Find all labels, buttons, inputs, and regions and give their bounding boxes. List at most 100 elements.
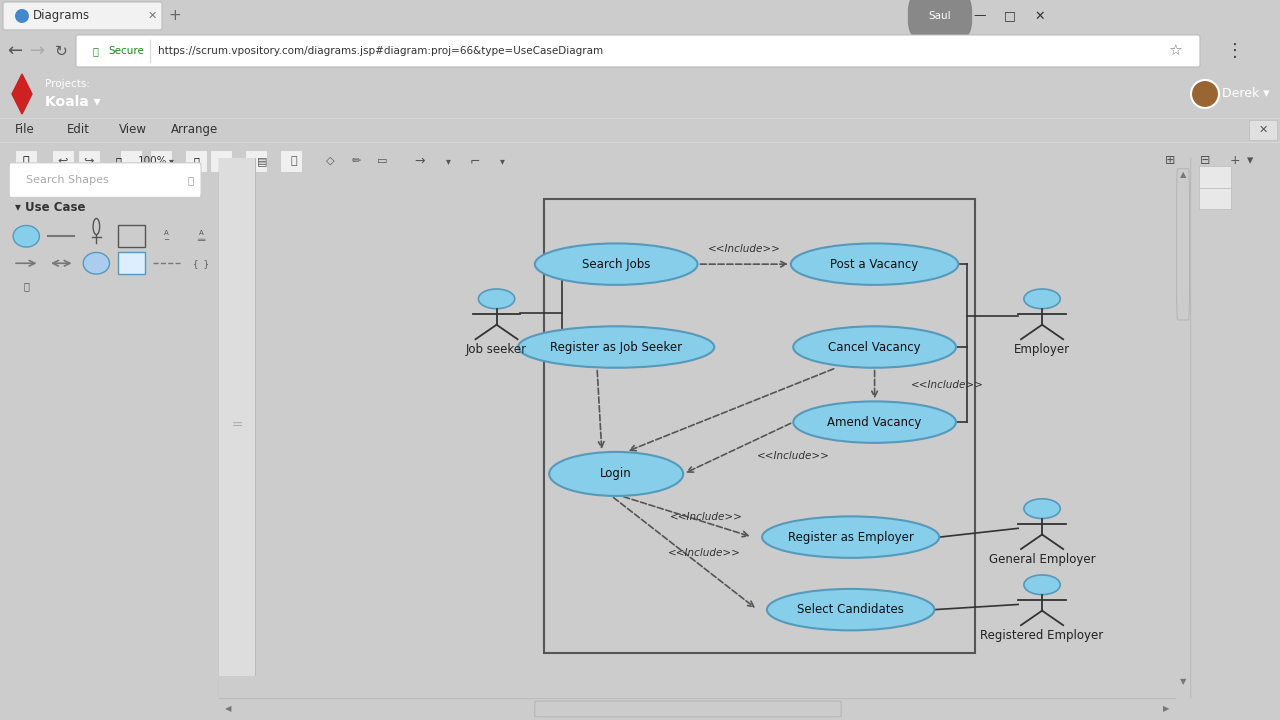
Text: ||: || bbox=[233, 419, 242, 425]
Text: Select Candidates: Select Candidates bbox=[797, 603, 904, 616]
Text: Derek ▾: Derek ▾ bbox=[1222, 88, 1270, 101]
FancyBboxPatch shape bbox=[1199, 188, 1230, 210]
Text: A
─: A ─ bbox=[164, 230, 169, 243]
Text: ⊟: ⊟ bbox=[1199, 155, 1211, 168]
Text: □: □ bbox=[1004, 9, 1016, 22]
Ellipse shape bbox=[518, 326, 714, 368]
Ellipse shape bbox=[794, 326, 956, 368]
Text: ▾ Use Case: ▾ Use Case bbox=[15, 201, 86, 214]
Text: Login: Login bbox=[600, 467, 632, 480]
Ellipse shape bbox=[13, 225, 40, 247]
Bar bbox=[544, 199, 975, 652]
Text: Projects:: Projects: bbox=[45, 79, 90, 89]
FancyBboxPatch shape bbox=[210, 150, 232, 172]
Text: ▾: ▾ bbox=[1247, 155, 1253, 168]
Ellipse shape bbox=[535, 243, 698, 285]
Ellipse shape bbox=[767, 589, 934, 630]
Text: →: → bbox=[31, 42, 46, 60]
Text: <<Include>>: <<Include>> bbox=[911, 379, 984, 390]
Text: Search Shapes: Search Shapes bbox=[27, 175, 109, 185]
Text: +: + bbox=[169, 9, 182, 24]
Text: Secure: Secure bbox=[108, 46, 143, 56]
Circle shape bbox=[1024, 499, 1060, 518]
Text: 🔍: 🔍 bbox=[115, 156, 120, 166]
Text: Saul: Saul bbox=[929, 11, 951, 21]
Text: ←: ← bbox=[8, 42, 23, 60]
Text: <<Include>>: <<Include>> bbox=[708, 243, 781, 253]
Text: Amend Vacancy: Amend Vacancy bbox=[827, 415, 922, 428]
Text: {  }: { } bbox=[193, 258, 210, 268]
Text: ✏: ✏ bbox=[351, 156, 361, 166]
Text: ⌐: ⌐ bbox=[470, 155, 480, 168]
Text: <<Include>>: <<Include>> bbox=[671, 511, 742, 521]
Text: ✕: ✕ bbox=[1258, 125, 1267, 135]
Text: <<Include>>: <<Include>> bbox=[668, 548, 741, 558]
FancyBboxPatch shape bbox=[52, 150, 74, 172]
Text: ↪: ↪ bbox=[83, 155, 95, 168]
Text: Search Jobs: Search Jobs bbox=[582, 258, 650, 271]
Bar bbox=[219, 158, 256, 676]
FancyBboxPatch shape bbox=[3, 2, 163, 30]
Text: 100%: 100% bbox=[138, 156, 168, 166]
Text: Registered Employer: Registered Employer bbox=[980, 629, 1103, 642]
Text: ▾: ▾ bbox=[445, 156, 451, 166]
FancyBboxPatch shape bbox=[76, 35, 1201, 67]
FancyBboxPatch shape bbox=[186, 150, 207, 172]
Text: ☆: ☆ bbox=[1169, 43, 1181, 58]
FancyBboxPatch shape bbox=[280, 150, 302, 172]
Text: Arrange: Arrange bbox=[172, 124, 219, 137]
Text: —: — bbox=[974, 9, 987, 22]
Text: ◀: ◀ bbox=[225, 704, 232, 714]
FancyBboxPatch shape bbox=[1199, 166, 1230, 188]
Text: →: → bbox=[415, 155, 425, 168]
Circle shape bbox=[1024, 289, 1060, 309]
Circle shape bbox=[1024, 575, 1060, 595]
Text: ▼: ▼ bbox=[1180, 678, 1187, 686]
Text: Koala ▾: Koala ▾ bbox=[45, 95, 101, 109]
Text: 💾: 💾 bbox=[23, 156, 29, 166]
Ellipse shape bbox=[791, 243, 959, 285]
Text: A
══: A ══ bbox=[197, 230, 206, 243]
Text: General Employer: General Employer bbox=[988, 553, 1096, 566]
FancyBboxPatch shape bbox=[244, 150, 268, 172]
Text: 🔒: 🔒 bbox=[93, 46, 99, 56]
Text: Cancel Vacancy: Cancel Vacancy bbox=[828, 341, 920, 354]
Text: ◇: ◇ bbox=[325, 156, 334, 166]
Ellipse shape bbox=[762, 516, 940, 558]
FancyBboxPatch shape bbox=[9, 163, 201, 197]
Circle shape bbox=[1190, 80, 1219, 108]
Text: ⋮: ⋮ bbox=[1226, 42, 1244, 60]
Text: ✕: ✕ bbox=[147, 11, 156, 21]
Text: <<Include>>: <<Include>> bbox=[758, 451, 831, 461]
Ellipse shape bbox=[794, 402, 956, 443]
Text: File: File bbox=[15, 124, 35, 137]
Polygon shape bbox=[12, 74, 32, 114]
Text: Edit: Edit bbox=[67, 124, 90, 137]
FancyBboxPatch shape bbox=[535, 701, 841, 717]
Text: ▾: ▾ bbox=[169, 156, 173, 166]
Text: View: View bbox=[119, 124, 147, 137]
Text: ↻: ↻ bbox=[55, 43, 68, 58]
Text: Register as Job Seeker: Register as Job Seeker bbox=[550, 341, 682, 354]
FancyBboxPatch shape bbox=[1249, 120, 1277, 140]
Text: 🗑: 🗑 bbox=[291, 156, 297, 166]
Circle shape bbox=[479, 289, 515, 309]
Bar bbox=[118, 253, 145, 274]
FancyBboxPatch shape bbox=[15, 150, 37, 172]
FancyBboxPatch shape bbox=[78, 150, 100, 172]
Text: +: + bbox=[1230, 155, 1240, 168]
Text: Job seeker: Job seeker bbox=[466, 343, 527, 356]
Bar bbox=[118, 225, 145, 247]
Text: □: □ bbox=[225, 156, 236, 166]
Text: ⊞: ⊞ bbox=[1165, 155, 1175, 168]
Ellipse shape bbox=[549, 452, 684, 496]
Ellipse shape bbox=[83, 253, 110, 274]
Text: ▾: ▾ bbox=[499, 156, 504, 166]
Text: Employer: Employer bbox=[1014, 343, 1070, 356]
Circle shape bbox=[15, 9, 29, 23]
FancyBboxPatch shape bbox=[120, 150, 142, 172]
Text: Diagrams: Diagrams bbox=[33, 9, 90, 22]
Text: Post a Vacancy: Post a Vacancy bbox=[831, 258, 919, 271]
Text: 🔑: 🔑 bbox=[23, 282, 29, 292]
Text: ✕: ✕ bbox=[1034, 9, 1046, 22]
